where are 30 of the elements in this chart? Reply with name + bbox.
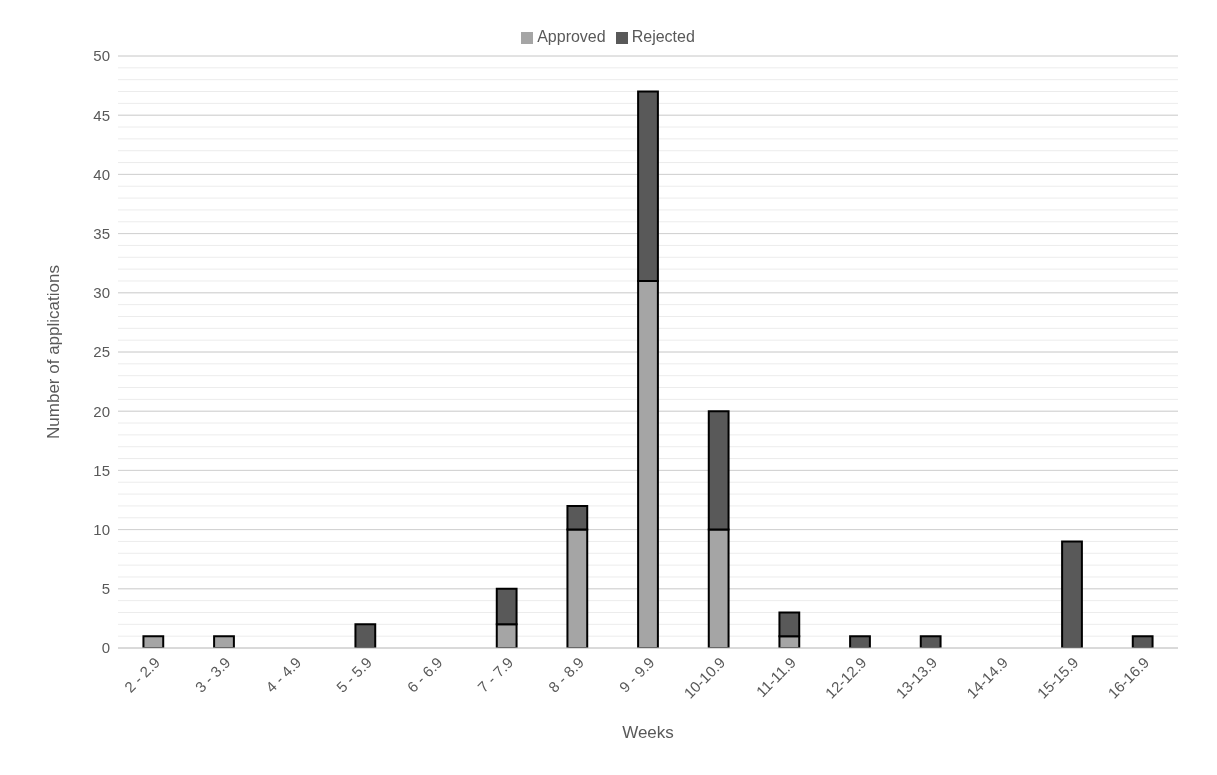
x-tick-label: 2 - 2.9 xyxy=(120,653,163,696)
x-axis-title: Weeks xyxy=(622,723,674,742)
x-tick-label: 4 - 4.9 xyxy=(262,653,305,696)
y-tick-label: 45 xyxy=(93,106,110,124)
x-tick-label: 6 - 6.9 xyxy=(403,653,446,696)
y-tick-label: 20 xyxy=(93,402,110,420)
y-tick-label: 30 xyxy=(93,284,110,302)
x-tick-label: 9 - 9.9 xyxy=(615,653,658,696)
bar xyxy=(1131,635,1154,648)
x-tick-label: 8 - 8.9 xyxy=(544,653,587,696)
bar xyxy=(142,635,165,648)
x-tick-label: 5 - 5.9 xyxy=(332,653,375,696)
x-tick-label: 3 - 3.9 xyxy=(191,653,234,696)
y-tick-label: 5 xyxy=(101,580,110,598)
y-axis-title: Number of applications xyxy=(44,265,64,439)
y-tick-label: 50 xyxy=(93,47,110,65)
bar xyxy=(919,635,942,648)
y-tick-label: 40 xyxy=(93,165,110,183)
y-tick-label: 25 xyxy=(93,343,110,361)
y-tick-label: 10 xyxy=(93,520,110,538)
x-tick-label: 7 - 7.9 xyxy=(474,653,517,696)
bar xyxy=(213,635,235,648)
y-tick-label: 15 xyxy=(93,461,110,479)
bar xyxy=(354,623,377,648)
bar xyxy=(1061,540,1083,648)
legend-label: Rejected xyxy=(631,28,695,45)
legend-label: Approved xyxy=(537,28,606,45)
bar xyxy=(849,635,871,648)
y-tick-label: 35 xyxy=(93,224,110,242)
y-tick-label: 0 xyxy=(101,639,110,657)
